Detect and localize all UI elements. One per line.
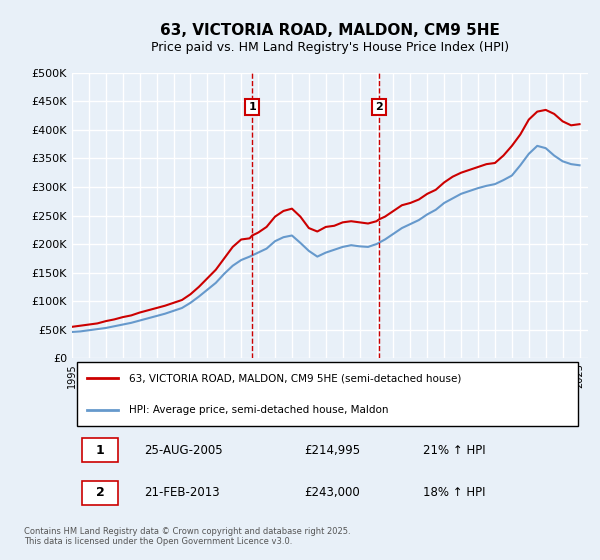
Text: 63, VICTORIA ROAD, MALDON, CM9 5HE (semi-detached house): 63, VICTORIA ROAD, MALDON, CM9 5HE (semi…: [129, 373, 461, 383]
Text: 63, VICTORIA ROAD, MALDON, CM9 5HE: 63, VICTORIA ROAD, MALDON, CM9 5HE: [160, 24, 500, 38]
Text: 18% ↑ HPI: 18% ↑ HPI: [423, 487, 485, 500]
Text: 2: 2: [96, 487, 105, 500]
Text: £214,995: £214,995: [304, 444, 361, 456]
Text: 2: 2: [375, 102, 383, 112]
Text: 21-FEB-2013: 21-FEB-2013: [144, 487, 220, 500]
FancyBboxPatch shape: [82, 481, 118, 505]
FancyBboxPatch shape: [77, 362, 578, 426]
Text: Price paid vs. HM Land Registry's House Price Index (HPI): Price paid vs. HM Land Registry's House …: [151, 41, 509, 54]
Text: 25-AUG-2005: 25-AUG-2005: [144, 444, 223, 456]
Text: £243,000: £243,000: [304, 487, 360, 500]
Text: 1: 1: [248, 102, 256, 112]
Text: 21% ↑ HPI: 21% ↑ HPI: [423, 444, 485, 456]
FancyBboxPatch shape: [82, 438, 118, 462]
Text: Contains HM Land Registry data © Crown copyright and database right 2025.
This d: Contains HM Land Registry data © Crown c…: [24, 526, 350, 546]
Text: 1: 1: [96, 444, 105, 456]
Text: HPI: Average price, semi-detached house, Maldon: HPI: Average price, semi-detached house,…: [129, 404, 388, 414]
